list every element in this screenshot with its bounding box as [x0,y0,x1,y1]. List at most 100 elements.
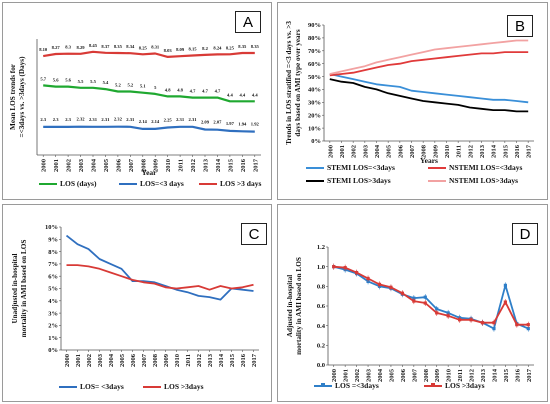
legend-label: STEMI LOS=<3days [327,163,395,172]
data-label: 5.6 [53,78,59,83]
data-label: 8.35 [114,44,123,49]
y-tick-label: 1.0 [317,264,325,271]
x-axis-title: Year [142,168,158,177]
data-label: 2.31 [126,117,135,122]
x-tick-label: 2002 [351,145,358,158]
panel-label-b: B [507,15,533,37]
panel-label-a: A [235,11,261,33]
chart-b-svg: 2000 2001 2002 2003 2004 2005 2006 2007 2008 2009… [285,21,534,165]
legend-item-los-gt3: LOS >3 days [199,179,261,188]
y-tick-label: 0.6 [317,303,326,310]
x-tick-label: 2010 [165,159,172,172]
x-tick-label: 2005 [119,353,126,367]
data-label: 5.2 [127,83,133,88]
data-label: 8.35 [251,44,260,49]
data-label: 8.31 [151,45,160,50]
x-tick-label: 2012 [190,159,197,172]
data-label: 8.3 [65,45,71,50]
x-tick-label: 2001 [53,159,60,172]
data-label: 8.25 [139,45,148,50]
data-label: 8.35 [238,44,247,49]
y-tick-label: 1% [48,335,58,342]
x-tick-label: 2001 [75,354,82,367]
data-label: 2.3 [65,117,71,122]
data-label: 8.29 [77,45,86,50]
x-tick-label: 2005 [388,368,395,382]
data-label: 8.09 [176,47,185,52]
x-tick-label: 2000 [41,159,48,172]
series-line [329,73,529,104]
y-tick-label: 8% [48,249,58,256]
data-label: 1.97 [226,121,235,126]
y-tick-label: 0.8 [317,284,326,291]
x-tick-label: 2003 [97,353,104,367]
series-line [43,125,255,133]
x-tick-label: 2008 [152,353,159,367]
legend-swatch [306,167,324,170]
x-tick-label: 2013 [207,353,214,367]
chart-d-svg: 2000 2001 2002 2003 2004 2005 2006 2007 2008 2009… [286,244,534,382]
data-label: 4.8 [165,87,171,92]
x-tick-label: 2006 [130,353,137,367]
x-tick-label: 2003 [366,368,373,382]
legend-label: LOS (days) [60,179,97,188]
data-label: 8.15 [189,46,198,51]
data-label: 5.5 [90,79,96,84]
data-label: 8.45 [89,43,98,48]
x-tick-label: 2012 [467,145,474,158]
legend-item-stemi-gt3: STEMI LOS>3days [306,176,391,185]
data-label: 8.27 [52,45,61,50]
y-axis-title: days based on AMI type over years [294,29,302,136]
x-tick-label: 2003 [78,158,85,172]
legend-item-nstemi-le3: NSTEMI LOS=<3days [428,163,522,172]
y-axis-title: Trends in LOS stratified =<3 days vs. >3 [285,21,293,145]
legend-label: LOS >3days [445,381,485,390]
x-tick-label: 2007 [411,368,418,382]
legend-item-stemi-le3: STEMI LOS=<3days [306,163,395,172]
data-label: 2.31 [89,117,98,122]
data-label: 8.25 [226,45,235,50]
data-label: 1.92 [251,122,260,127]
series-line [333,265,529,326]
x-tick-label: 2015 [503,368,510,382]
chart-a-legend: LOS (days) LOS=<3 days LOS >3 days [3,179,273,199]
data-label: 5.5 [78,79,84,84]
legend-label: LOS =<3days [335,381,379,390]
legend-label: LOS >3days [164,382,204,391]
data-label: 4.7 [215,89,221,94]
data-label: 4.8 [177,87,183,92]
data-label: 8.2 [202,46,208,51]
x-tick-label: 2016 [240,353,247,367]
x-tick-label: 2012 [469,369,476,382]
x-tick-label: 2015 [229,353,236,367]
x-tick-label: 2010 [446,369,453,382]
y-tick-label: 80% [308,35,321,42]
data-label: 2.31 [176,117,185,122]
x-tick-label: 2016 [514,368,521,382]
x-tick-label: 2004 [374,144,381,158]
x-tick-label: 2010 [174,354,181,367]
x-tick-label: 2003 [362,144,369,158]
series-line [65,234,254,301]
data-label: 5.7 [40,76,46,81]
y-axis-title: Unadjusted in-hospital [11,253,19,323]
data-label: 5.2 [115,83,121,88]
series-line [333,265,529,330]
chart-panel-b: 2000 2001 2002 2003 2004 2005 2006 2007 2008 2009… [277,2,548,200]
y-tick-label: 6% [48,273,58,280]
x-tick-label: 2005 [386,144,393,158]
data-label: 8.37 [101,44,110,49]
y-tick-label: 0.0 [317,362,325,369]
y-axis-title: mortality in AMI based on LOS [20,240,28,338]
legend-swatch [428,167,446,170]
data-label: 2.3 [40,117,46,122]
x-tick-label: 2015 [227,158,234,172]
chart-panel-a: 2000 2001 2002 2003 2004 2005 2006 2007 2008 2009… [2,2,272,200]
data-label: 8.10 [39,47,48,52]
data-label: 2.31 [101,117,110,122]
data-label: 2.14 [151,119,160,124]
y-axis-title: =<3days vs. >3days (Days) [18,56,26,138]
legend-label: LOS >3 days [220,179,262,188]
x-tick-label: 2014 [491,144,498,158]
y-tick-label: 4% [48,298,58,305]
